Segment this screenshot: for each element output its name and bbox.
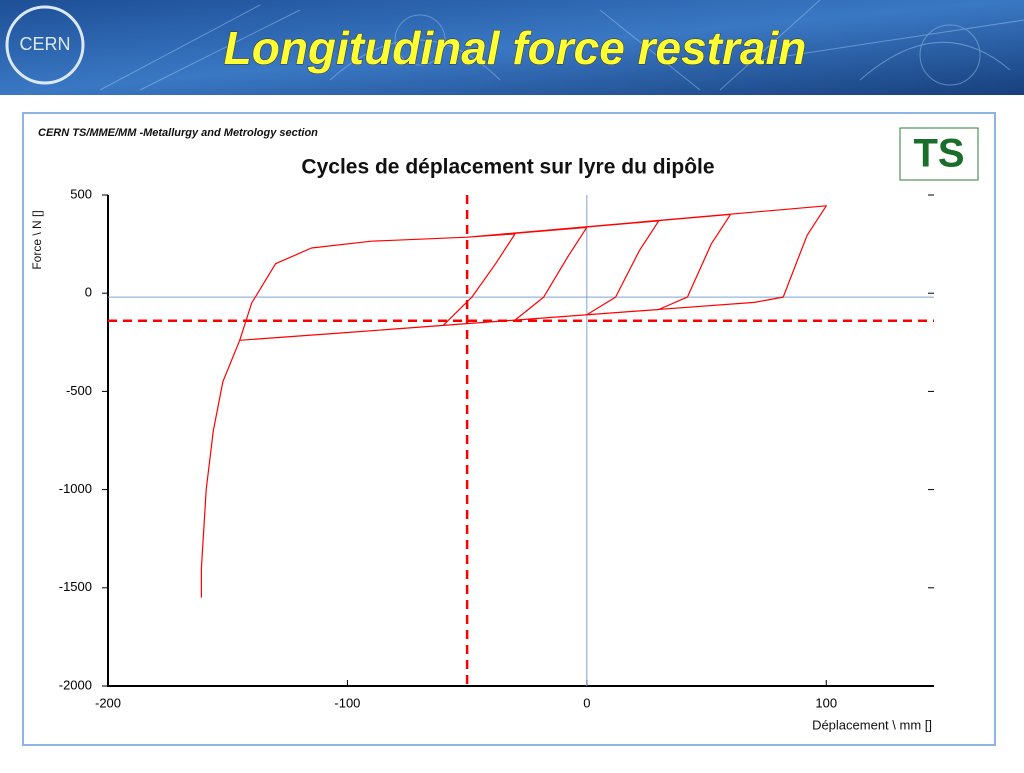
x-tick-label: 0 <box>583 695 590 710</box>
banner-decoration <box>99 0 1024 91</box>
cern-logo-text: CERN <box>19 34 70 54</box>
x-tick-label: 100 <box>815 695 837 710</box>
chart-title: Cycles de déplacement sur lyre du dipôle <box>301 156 714 179</box>
chart-caption: CERN TS/MME/MM -Metallurgy and Metrology… <box>38 127 318 139</box>
x-tick-label: -200 <box>95 695 121 710</box>
cern-logo <box>5 5 85 85</box>
slide-title: Longitudinal force restrain <box>224 22 807 74</box>
x-tick-label: -100 <box>334 695 360 710</box>
y-tick-label: -1000 <box>59 481 92 496</box>
ts-logo <box>899 127 979 181</box>
y-tick-label: -500 <box>66 383 92 398</box>
y-tick-label: 0 <box>85 285 92 300</box>
chart-panel <box>22 112 996 746</box>
y-tick-label: -1500 <box>59 579 92 594</box>
y-axis-label: Force \ N [] <box>30 210 44 269</box>
ts-logo-text: TS <box>913 132 964 176</box>
banner <box>0 0 1024 95</box>
data-line <box>200 205 827 598</box>
y-tick-label: -2000 <box>59 677 92 692</box>
x-axis-label: Déplacement \ mm [] <box>812 717 932 732</box>
y-tick-label: 500 <box>70 186 92 201</box>
